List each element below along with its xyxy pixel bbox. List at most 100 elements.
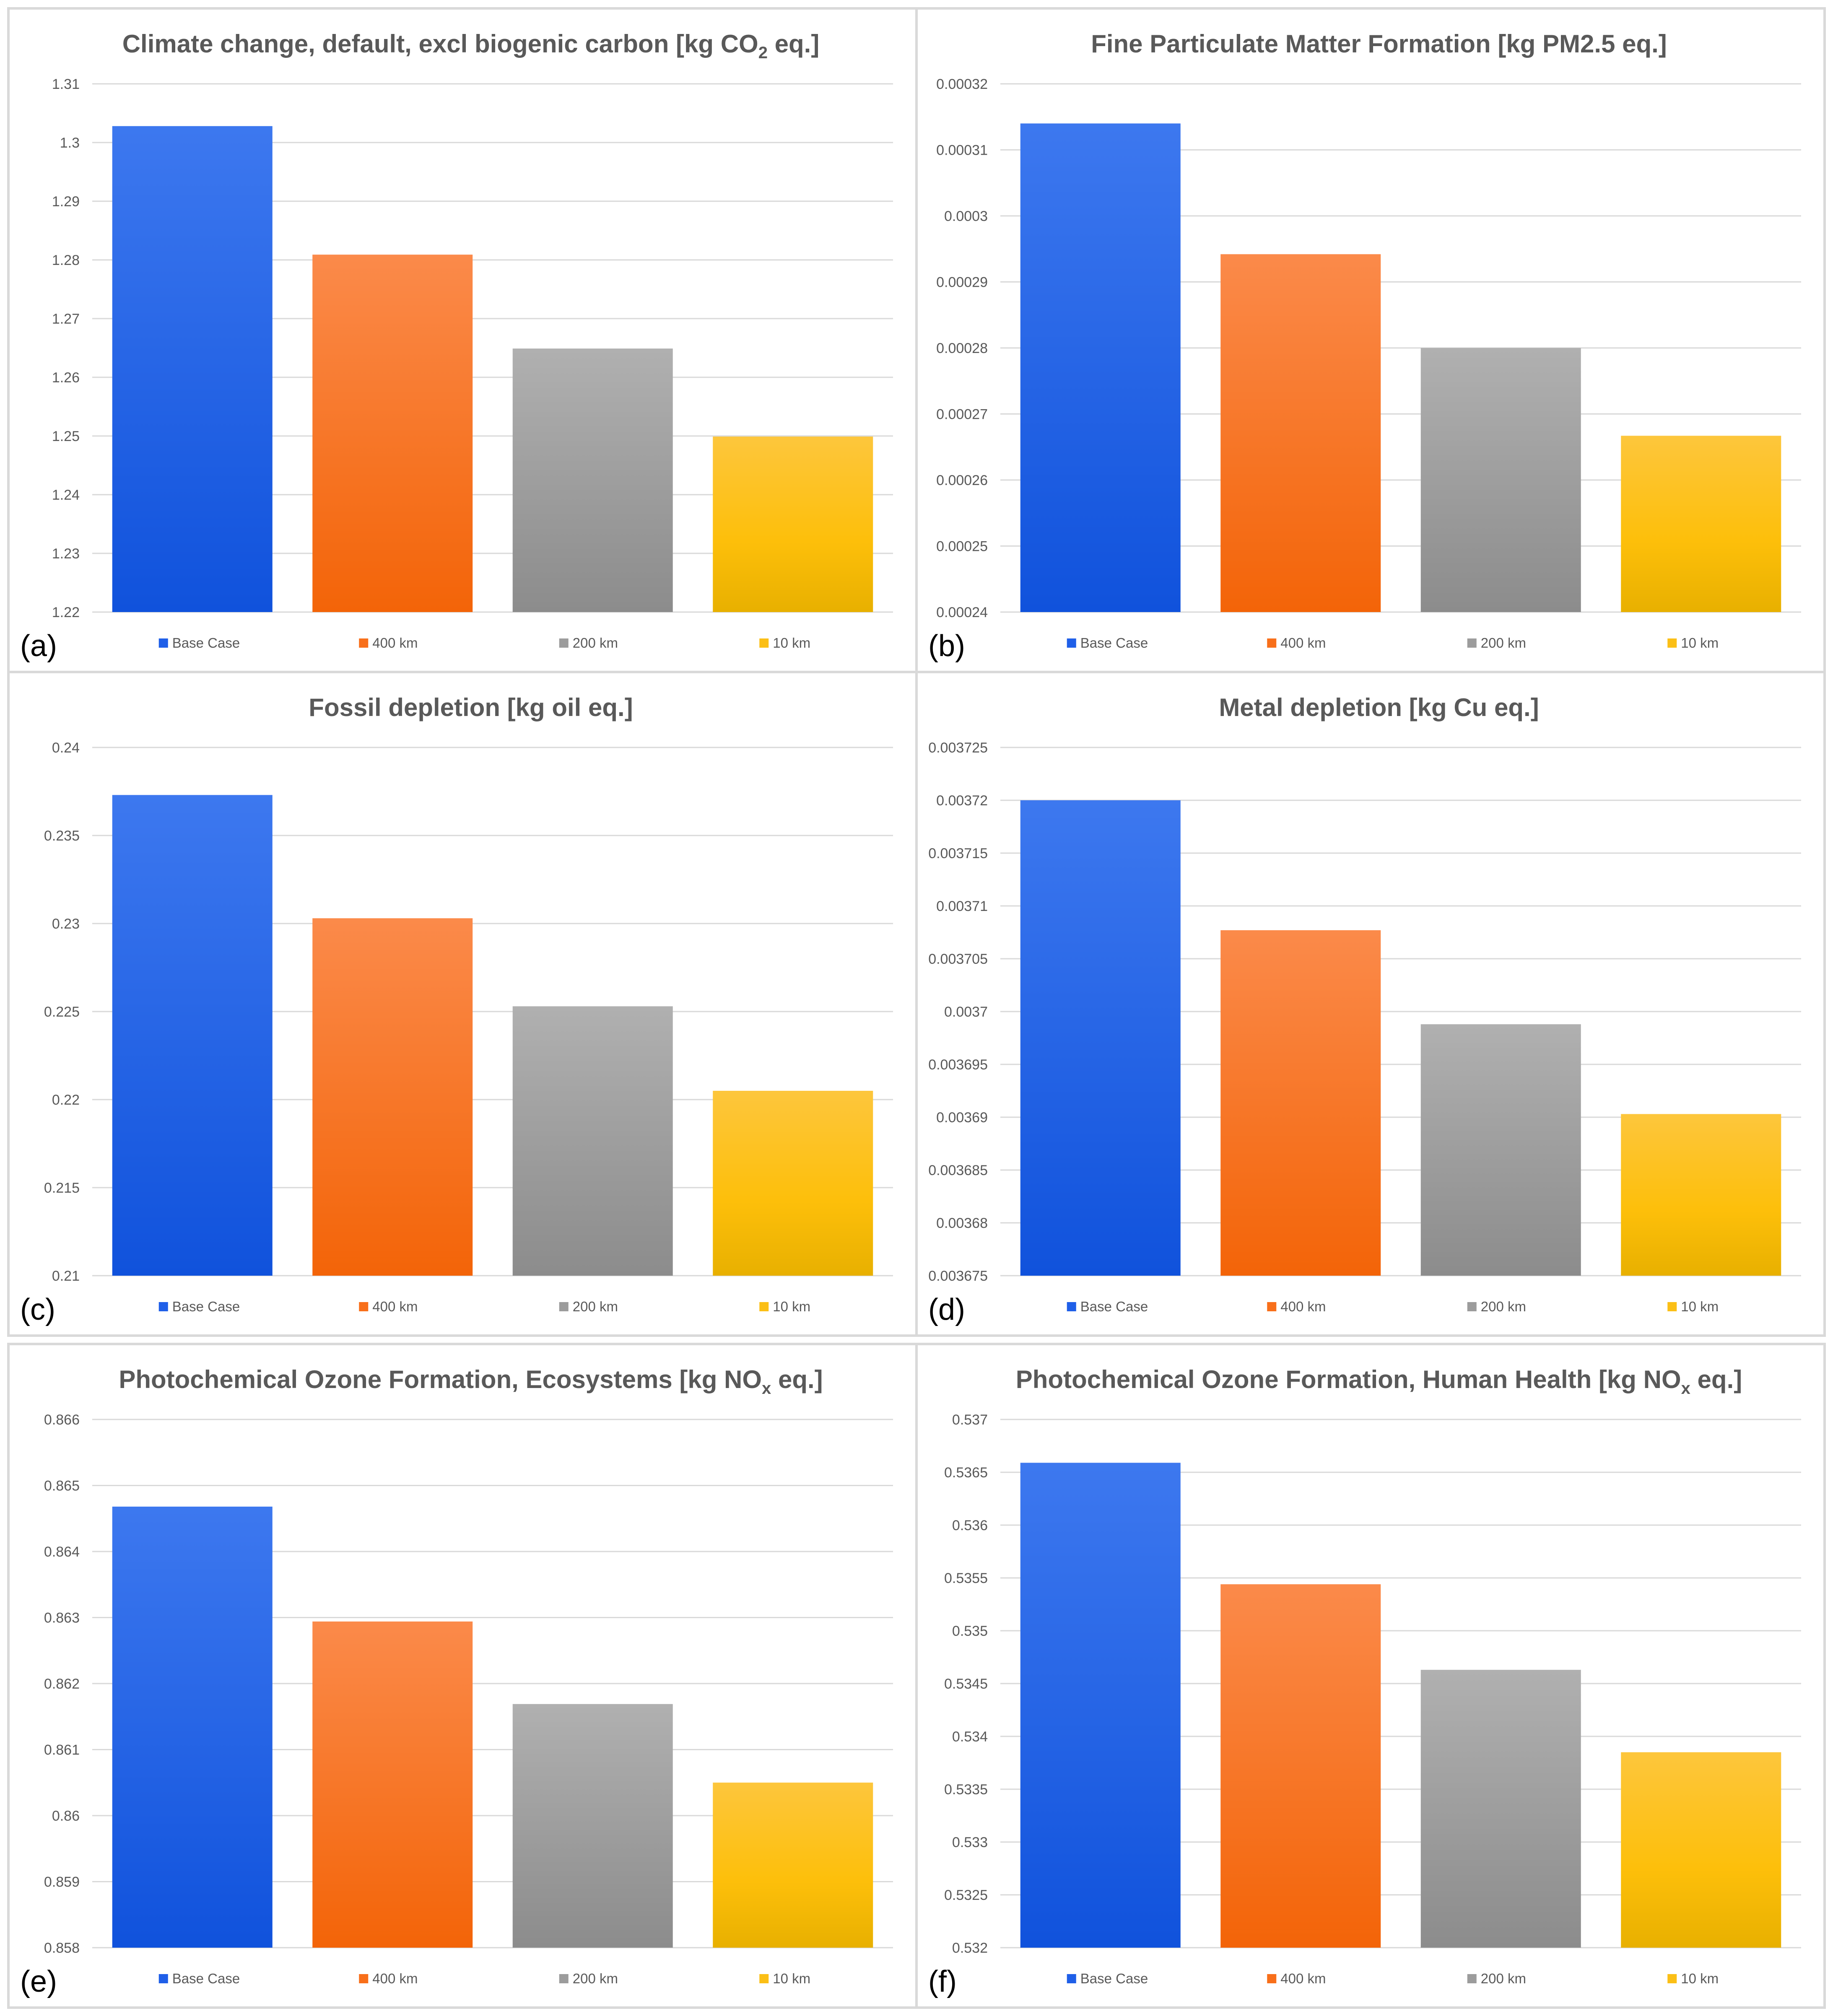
legend-swatch <box>1467 638 1477 648</box>
y-tick-label: 0.00368 <box>936 1215 988 1231</box>
y-tick-label: 1.31 <box>52 76 80 92</box>
legend-label: 200 km <box>573 635 618 651</box>
legend-label: Base Case <box>1080 1299 1148 1314</box>
y-tick-label: 0.861 <box>44 1742 80 1758</box>
legend-label: 10 km <box>1681 1971 1719 1986</box>
legend-swatch <box>158 1974 168 1983</box>
chart-title-text: Fossil depletion [kg oil eq.] <box>309 693 633 721</box>
legend-label: 400 km <box>1280 1971 1326 1986</box>
y-tick-label: 0.535 <box>952 1623 988 1639</box>
y-tick-label: 1.25 <box>52 428 80 444</box>
legend-swatch <box>559 1302 569 1311</box>
y-tick-label: 0.0037 <box>944 1004 988 1020</box>
legend-label: Base Case <box>1080 1971 1148 1986</box>
legend-swatch <box>1667 1302 1677 1311</box>
bar-400-km <box>1220 1584 1381 1948</box>
y-tick-label: 0.86 <box>52 1808 80 1824</box>
chart-title: Metal depletion [kg Cu eq.] <box>1219 693 1539 721</box>
bar-10-km <box>1621 1114 1781 1276</box>
y-tick-label: 0.215 <box>44 1180 80 1196</box>
chart-title-subscript: x <box>1681 1379 1690 1398</box>
y-tick-label: 0.00032 <box>936 76 988 92</box>
panel-label: (c) <box>20 1293 55 1326</box>
legend-label: 200 km <box>1481 635 1526 651</box>
legend-swatch <box>1067 1302 1076 1311</box>
y-tick-label: 1.3 <box>60 135 80 151</box>
legend-label: 200 km <box>1481 1971 1526 1986</box>
legend-swatch <box>359 638 369 648</box>
bar-base-case <box>1020 123 1181 612</box>
legend-label: Base Case <box>172 1299 240 1314</box>
y-tick-label: 1.24 <box>52 487 80 503</box>
bar-200-km <box>512 1704 673 1948</box>
chart-title-text: Fine Particulate Matter Formation [kg PM… <box>1091 30 1667 58</box>
y-tick-label: 0.00026 <box>936 472 988 488</box>
y-tick-label: 0.866 <box>44 1412 80 1428</box>
legend-swatch <box>759 1974 769 1983</box>
legend-swatch <box>359 1302 369 1311</box>
y-tick-label: 1.28 <box>52 252 80 268</box>
bar-10-km <box>713 1091 873 1276</box>
y-tick-label: 0.24 <box>52 740 80 756</box>
legend-swatch <box>559 1974 569 1983</box>
y-tick-label: 1.29 <box>52 194 80 210</box>
y-tick-label: 0.003715 <box>928 846 988 861</box>
legend-swatch <box>1467 1302 1477 1311</box>
y-tick-label: 0.864 <box>44 1544 80 1560</box>
y-tick-label: 0.532 <box>952 1940 988 1956</box>
legend-label: 10 km <box>1681 635 1719 651</box>
legend-label: 400 km <box>372 635 418 651</box>
y-tick-label: 0.865 <box>44 1478 80 1494</box>
bar-400-km <box>1220 930 1381 1276</box>
panel-label: (f) <box>928 1965 957 1998</box>
chart-panel-e: Photochemical Ozone Formation, Ecosystem… <box>7 1343 918 2009</box>
panel-label: (b) <box>928 629 965 663</box>
y-tick-label: 0.00027 <box>936 407 988 423</box>
chart-panel-f: Photochemical Ozone Formation, Human Hea… <box>915 1343 1826 2009</box>
y-tick-label: 0.21 <box>52 1268 80 1284</box>
panel-label: (a) <box>20 629 57 663</box>
bar-base-case <box>112 126 273 612</box>
y-tick-label: 0.537 <box>952 1412 988 1428</box>
y-tick-label: 0.23 <box>52 916 80 932</box>
y-tick-label: 0.00025 <box>936 539 988 555</box>
legend-swatch <box>1467 1974 1477 1983</box>
legend-label: Base Case <box>172 635 240 651</box>
y-tick-label: 0.003675 <box>928 1268 988 1284</box>
y-tick-label: 0.534 <box>952 1729 988 1745</box>
legend-label: Base Case <box>172 1971 240 1986</box>
legend-label: 10 km <box>1681 1299 1719 1314</box>
chart-title-text: Photochemical Ozone Formation, Human Hea… <box>1016 1365 1681 1393</box>
bar-200-km <box>1420 1670 1581 1948</box>
y-tick-label: 0.858 <box>44 1940 80 1956</box>
y-tick-label: 1.26 <box>52 370 80 386</box>
y-tick-label: 0.5345 <box>944 1676 988 1692</box>
bar-10-km <box>713 436 873 612</box>
bar-200-km <box>1420 348 1581 612</box>
y-tick-label: 0.00371 <box>936 898 988 914</box>
chart-title-suffix: eq.] <box>771 1365 823 1393</box>
legend-swatch <box>759 638 769 648</box>
bar-10-km <box>713 1782 873 1948</box>
y-tick-label: 0.003705 <box>928 951 988 967</box>
bar-200-km <box>1420 1024 1581 1276</box>
y-tick-label: 1.22 <box>52 605 80 620</box>
bar-400-km <box>312 254 473 612</box>
bar-10-km <box>1621 436 1781 612</box>
chart-panel-d: Metal depletion [kg Cu eq.] 0.003675 0.003… <box>915 671 1826 1337</box>
chart-title-text: Climate change, default, excl biogenic c… <box>122 30 758 58</box>
legend-swatch <box>1267 1302 1277 1311</box>
legend-label: 400 km <box>1280 635 1326 651</box>
legend-label: 10 km <box>773 635 810 651</box>
y-tick-label: 0.859 <box>44 1874 80 1890</box>
chart-title-subscript: x <box>762 1379 771 1398</box>
chart-title-text: Photochemical Ozone Formation, Ecosystem… <box>119 1365 762 1393</box>
chart-panel-a: Climate change, default, excl biogenic c… <box>7 7 918 673</box>
legend-label: 10 km <box>773 1971 810 1986</box>
legend-swatch <box>559 638 569 648</box>
chart-title: Climate change, default, excl biogenic c… <box>122 30 820 62</box>
legend-swatch <box>359 1974 369 1983</box>
y-tick-label: 0.5355 <box>944 1570 988 1586</box>
y-tick-label: 0.003725 <box>928 740 988 756</box>
y-tick-label: 0.003685 <box>928 1162 988 1178</box>
